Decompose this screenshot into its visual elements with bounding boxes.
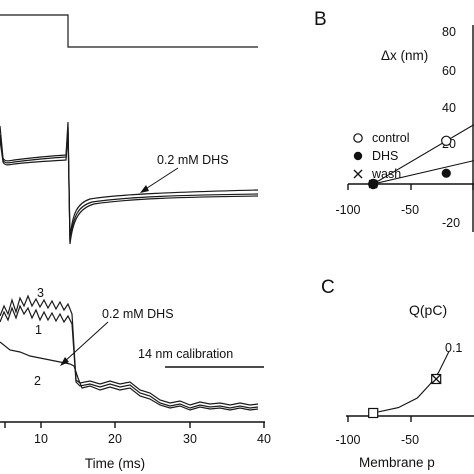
panel-b-legend: control DHS wash <box>353 131 410 181</box>
panel-c-fit-curve <box>373 351 450 414</box>
panel-b-ytick-label-80: 80 <box>442 25 456 39</box>
annotation-arrow-bottom <box>63 321 109 363</box>
legend-marker-wash <box>353 169 363 179</box>
panel-c-xtick-label-minus100: -100 <box>335 433 360 447</box>
panel-c-point-open-square-1 <box>368 407 379 419</box>
panel-c-y-label: Q(pC) <box>409 302 447 318</box>
panel-c-xtick-label-minus50: -50 <box>401 433 419 447</box>
current-trace-control <box>0 121 259 241</box>
time-tick-label-20: 20 <box>108 432 122 446</box>
annotation-dhs-bottom: 0.2 mM DHS <box>102 307 174 321</box>
panel-c-point-cross-1 <box>431 374 441 384</box>
panel-b-point-DHS-2 <box>441 168 451 178</box>
panel-b-point-wash-1 <box>368 179 378 189</box>
panel-b-point-control-2 <box>441 135 452 146</box>
panel-b-ytick-label-60: 60 <box>442 64 456 78</box>
panel-c-plot <box>368 351 450 419</box>
trace-label-2: 2 <box>34 374 41 388</box>
legend-marker-dhs <box>353 151 363 161</box>
calibration-label: 14 nm calibration <box>138 347 233 361</box>
panel-b-xtick-label-minus50: -50 <box>401 203 419 217</box>
panel-b-fit-line-2 <box>373 160 474 185</box>
panel-c-x-ticks <box>347 416 412 422</box>
panel-c-ytick-label-0-1: 0.1 <box>445 341 462 355</box>
trace-label-1: 1 <box>35 323 42 337</box>
panel-c: C -100 -50 Membrane p Q(pC) 0.1 <box>321 277 474 470</box>
annotation-arrowhead-top <box>140 185 149 193</box>
panel-b-plot <box>368 124 474 190</box>
annotation-arrowhead-bottom <box>60 357 69 366</box>
trace-label-3: 3 <box>37 286 44 300</box>
panel-letter-c: C <box>321 277 335 298</box>
panel-b-x-ticks <box>347 184 474 190</box>
panel-b-ytick-label-minus20: -20 <box>442 216 460 230</box>
legend-marker-control <box>353 133 363 143</box>
panel-letter-b: B <box>314 9 327 30</box>
time-tick-label-40: 40 <box>257 432 271 446</box>
legend-label-control: control <box>372 131 410 145</box>
legend-label-dhs: DHS <box>372 149 398 163</box>
panel-a: 0.2 mM DHS 3 1 2 0.2 mM DHS 14 nm calibr… <box>0 14 271 471</box>
legend-label-wash: wash <box>371 167 401 181</box>
panel-b: B -100 -50 80 60 40 20 -20 Δx (nm) contr… <box>314 9 474 232</box>
panel-b-xtick-label-minus100: -100 <box>335 203 360 217</box>
current-trace-dhs <box>0 127 259 245</box>
time-tick-label-30: 30 <box>183 432 197 446</box>
annotation-dhs-top: 0.2 mM DHS <box>157 153 229 167</box>
panel-c-x-label: Membrane p <box>359 455 435 470</box>
displacement-trace-2 <box>0 341 259 411</box>
panel-b-ytick-label-40: 40 <box>442 101 456 115</box>
panel-b-y-label: Δx (nm) <box>381 48 428 63</box>
voltage-step-trace <box>0 14 258 48</box>
displacement-trace-1 <box>0 304 259 409</box>
time-axis-label: Time (ms) <box>85 456 145 471</box>
time-tick-label-10: 10 <box>34 432 48 446</box>
annotation-arrow-top <box>143 167 179 191</box>
panel-b-fit-line-1 <box>372 124 474 185</box>
current-trace-wash <box>0 131 259 243</box>
time-axis-ticks <box>4 422 265 428</box>
